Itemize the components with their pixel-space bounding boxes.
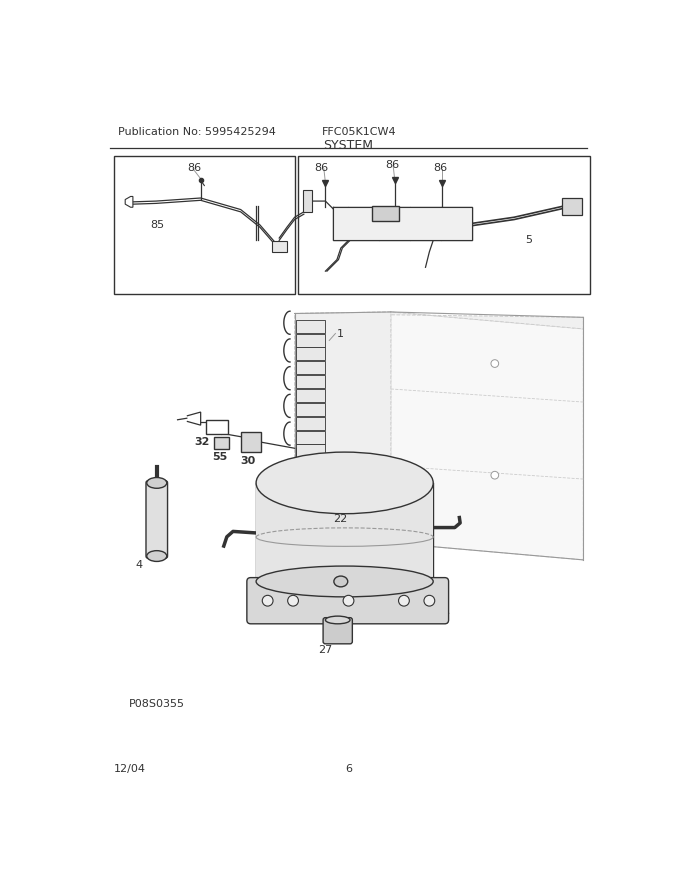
Bar — [296, 389, 326, 402]
Text: 29: 29 — [332, 587, 346, 597]
Bar — [296, 430, 326, 444]
Polygon shape — [125, 196, 133, 207]
Bar — [206, 420, 228, 434]
Bar — [562, 198, 582, 215]
Text: 6: 6 — [345, 764, 352, 774]
Circle shape — [398, 595, 409, 606]
FancyBboxPatch shape — [146, 480, 167, 558]
Bar — [296, 375, 326, 388]
Bar — [371, 206, 398, 221]
Circle shape — [491, 472, 498, 479]
Polygon shape — [248, 583, 449, 614]
Bar — [333, 207, 472, 240]
Text: 86: 86 — [386, 159, 400, 170]
Circle shape — [424, 595, 435, 606]
Bar — [296, 444, 326, 458]
Text: 85: 85 — [150, 219, 164, 230]
Text: 55: 55 — [212, 452, 227, 462]
Circle shape — [343, 595, 354, 606]
Bar — [114, 156, 295, 294]
Circle shape — [288, 595, 299, 606]
Text: 12/04: 12/04 — [114, 764, 146, 774]
Text: 86: 86 — [314, 163, 328, 172]
Bar — [271, 241, 287, 252]
Bar — [241, 432, 260, 452]
FancyBboxPatch shape — [247, 577, 449, 624]
Text: FFC05K1CW4: FFC05K1CW4 — [322, 127, 396, 137]
Ellipse shape — [256, 452, 433, 514]
Bar — [296, 416, 326, 429]
Polygon shape — [294, 312, 391, 545]
Ellipse shape — [147, 478, 167, 488]
Text: 5: 5 — [526, 235, 532, 245]
Text: 32: 32 — [194, 436, 210, 447]
Polygon shape — [294, 312, 583, 329]
Text: Publication No: 5995425294: Publication No: 5995425294 — [118, 127, 275, 137]
Bar — [296, 334, 326, 347]
Ellipse shape — [326, 616, 350, 624]
Text: 4: 4 — [135, 560, 142, 570]
Bar — [296, 319, 326, 333]
Text: 86: 86 — [187, 163, 201, 172]
Circle shape — [491, 360, 498, 368]
Ellipse shape — [256, 566, 433, 597]
Text: 27: 27 — [318, 644, 332, 655]
Bar — [299, 156, 590, 294]
Polygon shape — [391, 312, 583, 560]
Bar — [296, 403, 326, 416]
Text: 22: 22 — [333, 514, 347, 524]
FancyBboxPatch shape — [323, 618, 352, 644]
Bar — [256, 483, 433, 582]
Bar — [296, 362, 326, 374]
Text: SYSTEM: SYSTEM — [324, 139, 373, 152]
Bar — [214, 436, 229, 449]
Ellipse shape — [334, 576, 347, 587]
Text: 86: 86 — [433, 163, 447, 172]
Bar — [296, 348, 326, 361]
Bar — [303, 190, 312, 212]
Text: 1: 1 — [337, 329, 344, 339]
Ellipse shape — [147, 551, 167, 561]
Circle shape — [262, 595, 273, 606]
Text: P08S0355: P08S0355 — [129, 699, 185, 708]
Text: 30: 30 — [241, 456, 256, 466]
